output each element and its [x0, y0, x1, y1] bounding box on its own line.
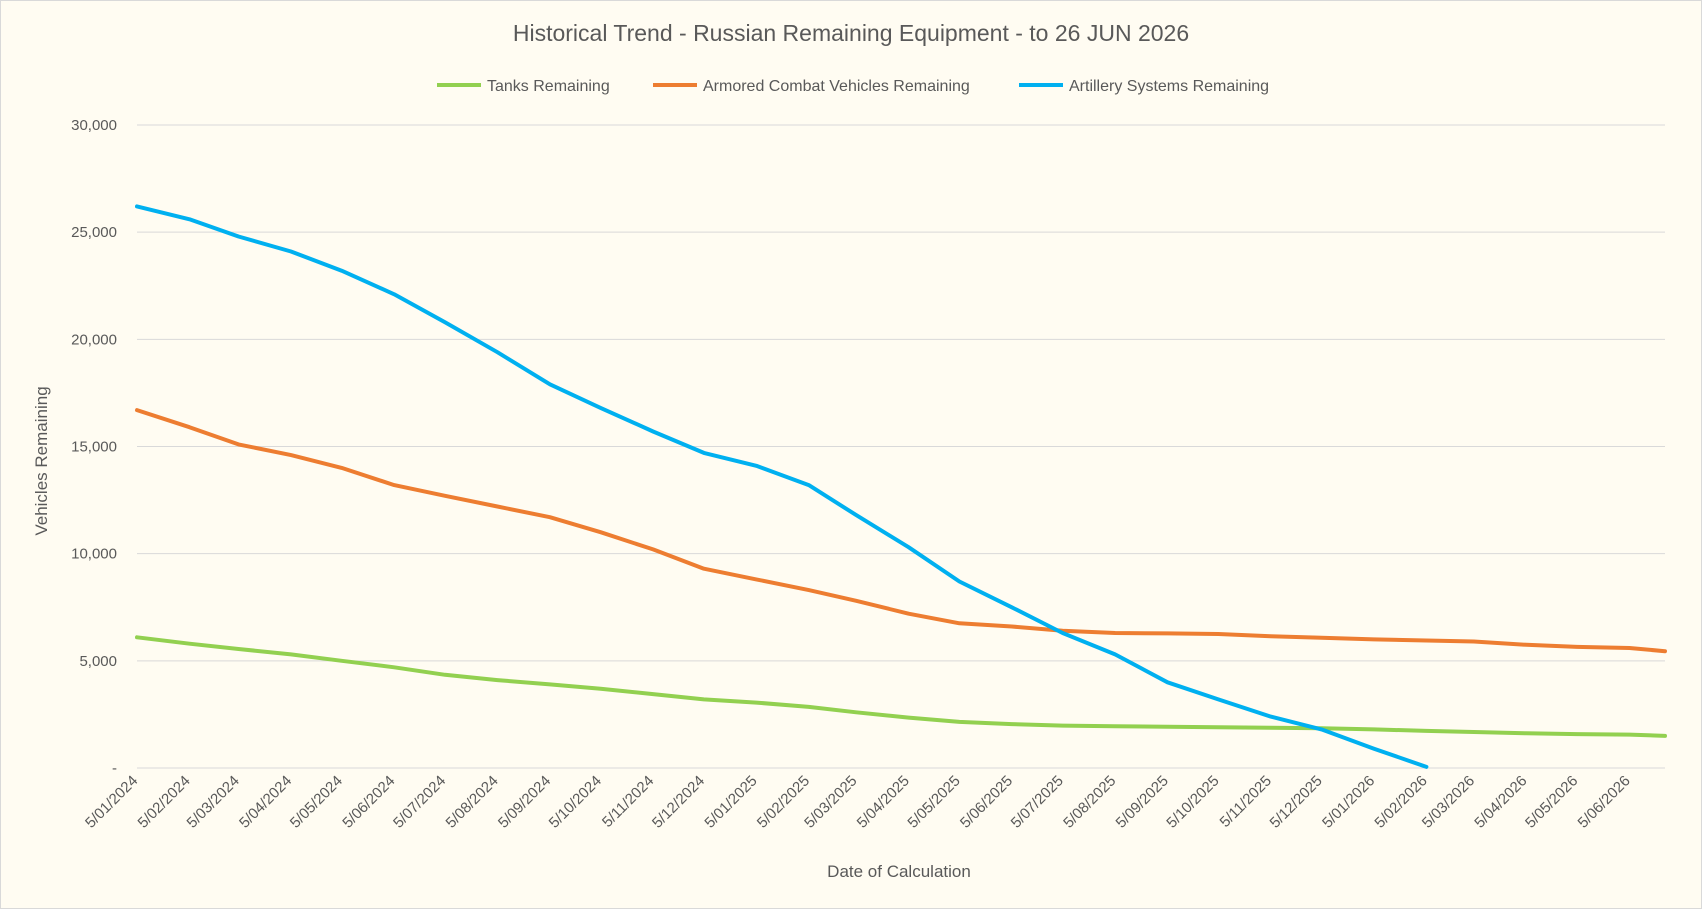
series-line-2 — [135, 408, 1667, 654]
y-tick-label: - — [112, 760, 117, 777]
x-tick-label: 5/12/2025 — [1267, 772, 1326, 831]
x-tick-label: 5/06/2026 — [1575, 772, 1634, 831]
gridlines — [137, 124, 1665, 769]
y-axis-ticks: - 5,000 10,000 15,000 20,000 25,000 30,000 — [71, 117, 117, 777]
y-tick-label: 25,000 — [71, 224, 117, 241]
x-tick-label: 5/03/2025 — [801, 772, 860, 831]
x-tick-label: 5/06/2024 — [339, 772, 398, 831]
x-tick-label: 5/01/2026 — [1319, 772, 1378, 831]
x-tick-label: 5/07/2025 — [1008, 772, 1067, 831]
x-tick-label: 5/07/2024 — [390, 772, 449, 831]
y-tick-label: 20,000 — [71, 331, 117, 348]
legend-label-1: Tanks Remaining — [487, 78, 610, 95]
x-tick-label: 5/02/2024 — [135, 772, 194, 831]
series-line-3 — [135, 204, 1429, 769]
x-tick-label: 5/05/2024 — [287, 772, 346, 831]
x-axis-ticks: 5/01/20245/02/20245/03/20245/04/20245/05… — [82, 772, 1634, 831]
x-tick-label: 5/12/2024 — [649, 772, 708, 831]
x-tick-label: 5/10/2024 — [546, 772, 605, 831]
y-tick-label: 15,000 — [71, 439, 117, 456]
x-tick-label: 5/04/2025 — [854, 772, 913, 831]
x-tick-label: 5/04/2026 — [1471, 772, 1530, 831]
x-tick-label: 5/03/2024 — [184, 772, 243, 831]
x-tick-label: 5/11/2024 — [599, 772, 657, 830]
y-tick-label: 30,000 — [71, 117, 117, 134]
legend: Tanks Remaining Armored Combat Vehicles R… — [437, 78, 1269, 95]
x-tick-label: 5/01/2025 — [701, 772, 760, 831]
x-tick-label: 5/05/2026 — [1522, 772, 1581, 831]
legend-label-3: Artillery Systems Remaining — [1069, 78, 1269, 95]
y-tick-label: 5,000 — [79, 653, 117, 670]
x-axis-title: Date of Calculation — [827, 862, 971, 881]
chart-title: Historical Trend - Russian Remaining Equ… — [513, 20, 1189, 46]
x-tick-label: 5/03/2026 — [1419, 772, 1478, 831]
x-tick-label: 5/09/2025 — [1113, 772, 1172, 831]
series-lines — [135, 204, 1667, 769]
x-tick-label: 5/11/2025 — [1217, 772, 1275, 830]
y-tick-label: 10,000 — [71, 546, 117, 563]
x-tick-label: 5/05/2025 — [904, 772, 963, 831]
x-tick-label: 5/06/2025 — [957, 772, 1016, 831]
x-tick-label: 5/10/2025 — [1163, 772, 1222, 831]
x-tick-label: 5/01/2024 — [82, 772, 141, 831]
series-line-1 — [135, 635, 1667, 738]
x-tick-label: 5/04/2024 — [236, 772, 295, 831]
x-tick-label: 5/08/2024 — [443, 772, 502, 831]
y-axis-title: Vehicles Remaining — [32, 386, 51, 535]
x-tick-label: 5/09/2024 — [495, 772, 554, 831]
x-tick-label: 5/08/2025 — [1060, 772, 1119, 831]
legend-label-2: Armored Combat Vehicles Remaining — [703, 78, 970, 95]
